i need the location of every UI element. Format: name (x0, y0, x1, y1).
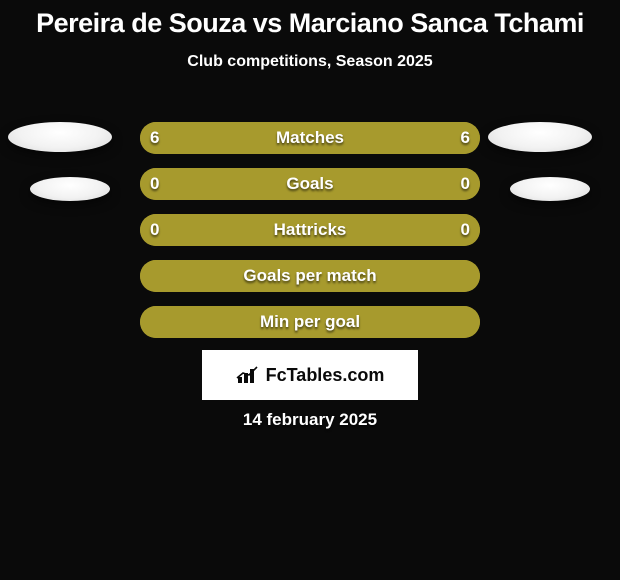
stat-value-left: 0 (150, 214, 159, 246)
stat-value-right: 0 (461, 214, 470, 246)
stat-value-right: 6 (461, 122, 470, 154)
brand-text: FcTables.com (266, 365, 385, 386)
stat-row: Goals per match (0, 258, 620, 304)
stat-label: Goals (140, 168, 480, 200)
stat-value-left: 0 (150, 168, 159, 200)
stat-label: Hattricks (140, 214, 480, 246)
stat-row: Hattricks0 0 (0, 212, 620, 258)
stat-value-left: 6 (150, 122, 159, 154)
stat-label: Min per goal (140, 306, 480, 338)
stat-rows: Matches66Goals00Hattricks00Goals per mat… (0, 120, 620, 350)
date-label: 14 february 2025 (0, 410, 620, 430)
page-title: Pereira de Souza vs Marciano Sanca Tcham… (0, 0, 620, 39)
brand-badge: FcTables.com (202, 350, 418, 400)
value-bubble (30, 177, 110, 201)
value-bubble (510, 177, 590, 201)
comparison-infographic: Pereira de Souza vs Marciano Sanca Tcham… (0, 0, 620, 580)
stat-value-right: 0 (461, 168, 470, 200)
stat-label: Goals per match (140, 260, 480, 292)
stat-label: Matches (140, 122, 480, 154)
subtitle: Club competitions, Season 2025 (0, 53, 620, 71)
value-bubble (488, 122, 592, 152)
value-bubble (8, 122, 112, 152)
stat-row: Min per goal (0, 304, 620, 350)
bar-chart-icon (236, 365, 260, 385)
